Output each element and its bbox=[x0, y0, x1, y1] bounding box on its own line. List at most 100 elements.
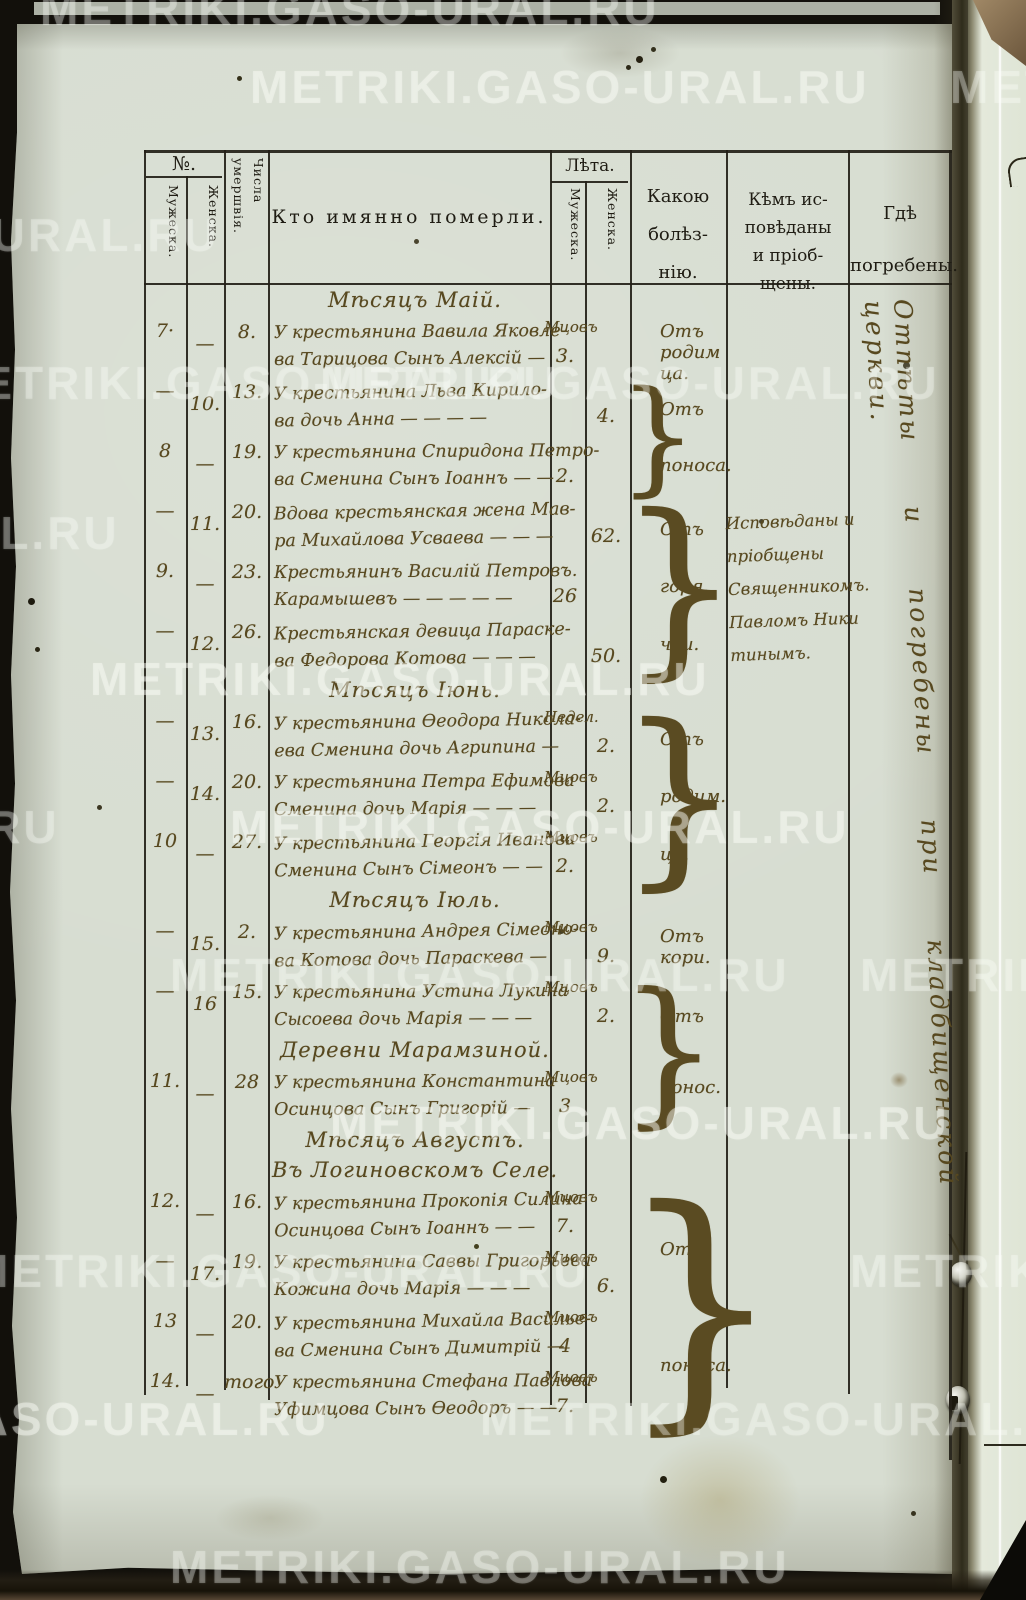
col-header-buried: Гдѣ погребены. bbox=[850, 203, 958, 276]
col-header-disease: Какою болѣз- нію. bbox=[646, 186, 710, 283]
date: 28 bbox=[234, 1071, 260, 1093]
date: 13. bbox=[231, 381, 263, 403]
age-f: 4. bbox=[596, 405, 616, 427]
paper-page bbox=[10, 24, 952, 1574]
name: У крестьянина Михайла Василье-ва Сменина… bbox=[273, 1308, 592, 1362]
col-rule bbox=[224, 150, 226, 1390]
no-m: 10 bbox=[152, 830, 178, 852]
no-f: — bbox=[195, 1203, 215, 1225]
table-row: 11. — 28 У крестьянина Константина Осинцова … bbox=[144, 1068, 954, 1128]
col-rule bbox=[268, 150, 270, 1400]
col-header-years-male: Мужеска. bbox=[568, 188, 583, 262]
no-f: — bbox=[195, 333, 215, 355]
unit: Мцовъ bbox=[544, 978, 598, 996]
date: 16. bbox=[231, 711, 263, 733]
table-row: 7· — 8. У крестьянина Вавила Яковле-ва Тари… bbox=[144, 318, 954, 384]
table-right-rule bbox=[949, 150, 952, 1460]
table-body: Мѣсяцъ Маій. 7· — 8. У крестьянина Вавила Як… bbox=[144, 288, 954, 1458]
sec: Мѣсяцъ Маій. bbox=[328, 288, 502, 312]
no-f: 17. bbox=[189, 1263, 221, 1285]
table-row: — 17. 19. У крестьянина Саввы Григорьева Кож… bbox=[144, 1248, 954, 1308]
no-f: 16 bbox=[192, 993, 218, 1015]
unit: Мцовъ bbox=[544, 828, 598, 846]
cause-brace: } bbox=[618, 364, 698, 509]
cause: } Отъ горя. чки. bbox=[618, 473, 741, 699]
table-row: — 11. 20. Вдова крестьянская жена Мав-ра Ми… bbox=[144, 490, 954, 683]
date: 20. bbox=[231, 1311, 263, 1333]
table-row: 10 — 27. У крестьянина Георгія Иванова Смени… bbox=[144, 828, 954, 888]
age-m: 2. bbox=[555, 465, 575, 487]
no-m: — bbox=[155, 620, 175, 642]
sec: Мѣсяцъ Іюль. bbox=[329, 888, 501, 912]
no-f: — bbox=[195, 843, 215, 865]
age-f: 62. bbox=[590, 525, 622, 547]
name: У крестьянина Льва Кирило-ва дочь Анна —… bbox=[273, 379, 548, 432]
date: 20. bbox=[231, 771, 263, 793]
col-rule bbox=[848, 150, 850, 1394]
no-m: 12. bbox=[149, 1190, 181, 1212]
binding-thread bbox=[999, 0, 1001, 1600]
no-m: — bbox=[155, 380, 175, 402]
no-f: 11. bbox=[189, 513, 221, 535]
page-bottom-edge bbox=[0, 1570, 1026, 1600]
name: У крестьянина Стефана Павлова Уфимцова Сы… bbox=[273, 1370, 593, 1420]
col-header-who: Кто имянно померли. bbox=[271, 206, 547, 228]
table-header-rule bbox=[144, 283, 952, 285]
col-header-no-female: Женска. bbox=[206, 185, 221, 249]
section-header: Мѣсяцъ Іюнь. bbox=[144, 678, 954, 708]
no-f: — bbox=[195, 573, 215, 595]
sec: Деревни Марамзиной. bbox=[280, 1038, 550, 1062]
table-row: — 12. 26. Крестьянская девица Параске-ва Фе… bbox=[144, 618, 954, 678]
cause-brace: } bbox=[618, 1155, 784, 1458]
cause: Отъ родим ца. bbox=[660, 321, 721, 384]
name: Крестьянинъ Василій Петровъ. Карамышевъ —… bbox=[273, 560, 578, 610]
name: У крестьянина Прокопія Силина Осинцова Сы… bbox=[273, 1189, 583, 1242]
table-row: — 15. 2. У крестьянина Андрея Сімеоно-ва Ко… bbox=[144, 918, 954, 978]
sec: Въ Логиновскомъ Селе. bbox=[271, 1158, 559, 1182]
unit: Мцовъ bbox=[544, 318, 598, 336]
no-m: — bbox=[155, 980, 175, 1002]
age-m: 3 bbox=[558, 1095, 572, 1117]
date: того bbox=[224, 1371, 275, 1393]
col-rule bbox=[630, 150, 632, 1406]
unit: Мцовъ bbox=[544, 1248, 598, 1266]
date: 16. bbox=[231, 1191, 263, 1213]
age-m: 2. bbox=[555, 855, 575, 877]
no-f: 10. bbox=[189, 393, 221, 415]
col-header-confessed: Кѣмъ ис- повѣданы и пріоб- щены. bbox=[744, 190, 832, 294]
sec: Мѣсяцъ Августъ. bbox=[305, 1128, 525, 1152]
age-f: 2. bbox=[596, 735, 616, 757]
no-f: 12. bbox=[189, 633, 221, 655]
section-header: Мѣсяцъ Іюль. bbox=[144, 888, 954, 918]
cause: Отъ кори. bbox=[660, 926, 711, 968]
no-m: 7· bbox=[155, 320, 175, 342]
date: 2. bbox=[237, 921, 257, 943]
col-header-no: №. bbox=[171, 153, 197, 175]
name: У крестьянина Вавила Яковле-ва Тарицова … bbox=[273, 320, 567, 370]
age-m: 4 bbox=[558, 1335, 572, 1357]
unit: Мцовъ bbox=[544, 918, 598, 936]
table-top-rule bbox=[144, 150, 952, 153]
no-subrule bbox=[146, 176, 222, 178]
date: 27. bbox=[231, 831, 263, 853]
age-m: 7. bbox=[555, 1215, 575, 1237]
col-header-date: Числа умершвія. bbox=[231, 158, 266, 234]
next-page-rule bbox=[984, 1444, 1026, 1446]
age-f: 50. bbox=[590, 645, 622, 667]
metal-eyelet bbox=[950, 1262, 972, 1286]
unit: Мцовъ bbox=[544, 1068, 598, 1086]
table-row: — 13. 16. У крестьянина Ѳеодора Никола-ева … bbox=[144, 700, 954, 893]
col-header-no-male: Мужеска. bbox=[166, 185, 181, 259]
name: У крестьянина Саввы Григорьева Кожина доч… bbox=[273, 1250, 592, 1300]
cause: } Отъ поноса. bbox=[618, 1155, 784, 1458]
cause-brace: } bbox=[618, 473, 741, 699]
no-m: 13 bbox=[152, 1310, 178, 1332]
age-m: 3. bbox=[555, 345, 575, 367]
no-m: 14. bbox=[149, 1370, 181, 1392]
date: 20. bbox=[231, 501, 263, 523]
no-f: — bbox=[195, 1083, 215, 1105]
name: У крестьянина Петра Ефимова Сменина дочь … bbox=[273, 770, 575, 820]
name: У крестьянина Константина Осинцова Сынъ Г… bbox=[273, 1071, 556, 1120]
table-row: 9. — 23. Крестьянинъ Василій Петровъ. Карамы… bbox=[144, 558, 954, 618]
